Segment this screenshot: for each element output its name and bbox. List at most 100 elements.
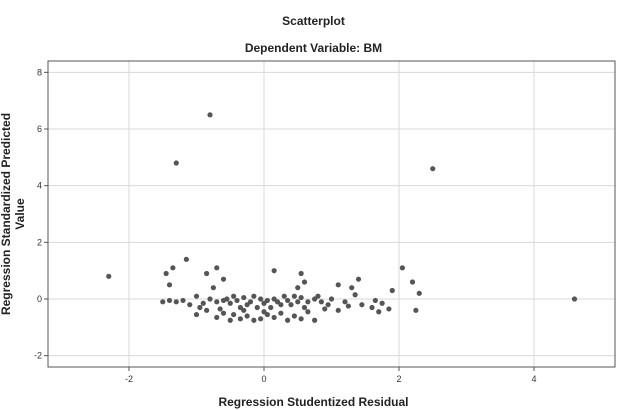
- data-point: [355, 276, 362, 282]
- data-point: [301, 304, 308, 311]
- data-point: [430, 166, 436, 172]
- data-point: [298, 270, 304, 277]
- data-point: [409, 279, 416, 285]
- chart-subtitle: Dependent Variable: BM: [244, 41, 383, 55]
- data-point: [376, 309, 382, 315]
- data-point: [258, 316, 264, 322]
- data-point: [335, 282, 341, 288]
- axis-ticks: -2 0 2 4 -2 0 2 4 6 8: [34, 67, 537, 384]
- data-point: [285, 297, 291, 304]
- x-tick-label: -2: [125, 374, 133, 384]
- data-point: [214, 299, 220, 305]
- data-point: [278, 310, 284, 316]
- data-point: [349, 285, 355, 291]
- data-point: [315, 293, 321, 299]
- data-point: [298, 294, 304, 301]
- data-point: [295, 285, 301, 291]
- data-point: [352, 292, 358, 298]
- y-tick-label: 6: [37, 124, 42, 134]
- data-point: [278, 302, 284, 308]
- data-point: [322, 306, 328, 312]
- y-tick-label: 0: [37, 294, 42, 304]
- x-tick-label: 4: [531, 374, 536, 384]
- data-point: [288, 302, 294, 308]
- data-point: [254, 304, 260, 311]
- data-point: [227, 300, 233, 306]
- data-point: [301, 279, 308, 285]
- data-point: [342, 299, 348, 305]
- data-point: [160, 299, 166, 305]
- data-point: [197, 304, 203, 311]
- data-point: [220, 310, 227, 316]
- data-point: [345, 303, 351, 309]
- data-point: [264, 297, 270, 304]
- data-point: [173, 160, 179, 166]
- data-point: [214, 265, 220, 271]
- data-point: [328, 296, 335, 302]
- data-point: [207, 296, 213, 302]
- data-point: [237, 316, 243, 322]
- data-point: [305, 299, 311, 305]
- data-point: [231, 293, 237, 299]
- data-point: [335, 307, 341, 313]
- data-point: [200, 300, 206, 306]
- data-point: [369, 304, 375, 311]
- data-points: [106, 112, 578, 323]
- data-point: [312, 317, 318, 323]
- data-point: [571, 296, 578, 302]
- data-point: [305, 309, 311, 315]
- data-point: [291, 313, 297, 319]
- data-point: [187, 302, 193, 308]
- data-point: [379, 300, 385, 306]
- data-point: [318, 299, 324, 305]
- plot-frame: [47, 60, 616, 368]
- data-point: [166, 297, 173, 304]
- data-point: [210, 285, 216, 291]
- y-tick-label: 4: [37, 181, 42, 191]
- data-point: [183, 256, 189, 262]
- data-point: [359, 302, 365, 308]
- x-axis-label: Regression Studentized Residual: [218, 395, 409, 409]
- data-point: [416, 290, 422, 296]
- y-tick-label: 8: [37, 67, 42, 77]
- x-tick-label: 2: [396, 374, 401, 384]
- data-point: [285, 317, 291, 323]
- data-point: [399, 265, 405, 271]
- data-point: [247, 299, 254, 305]
- chart-title: Scatterplot: [282, 14, 345, 28]
- data-point: [386, 306, 392, 312]
- data-point: [231, 311, 237, 318]
- data-point: [193, 293, 200, 299]
- data-point: [298, 316, 304, 322]
- data-point: [372, 297, 378, 304]
- data-point: [214, 314, 220, 321]
- y-tick-label: -2: [34, 351, 42, 361]
- data-point: [227, 317, 233, 323]
- data-point: [325, 302, 331, 308]
- data-point: [207, 112, 213, 118]
- data-point: [271, 268, 277, 274]
- data-point: [166, 282, 173, 288]
- data-point: [204, 270, 210, 277]
- data-point: [234, 297, 240, 304]
- data-point: [217, 306, 223, 312]
- data-point: [258, 296, 264, 302]
- data-point: [224, 296, 230, 302]
- grid: [48, 61, 615, 367]
- data-point: [268, 304, 274, 311]
- data-point: [106, 273, 112, 279]
- data-point: [170, 265, 176, 271]
- data-point: [180, 297, 186, 304]
- data-point: [244, 313, 250, 319]
- data-point: [241, 294, 247, 301]
- x-tick-label: 0: [261, 374, 266, 384]
- data-point: [271, 314, 277, 321]
- y-tick-label: 2: [37, 237, 42, 247]
- data-point: [251, 317, 257, 323]
- data-point: [220, 276, 227, 282]
- data-point: [163, 270, 169, 277]
- data-point: [389, 287, 395, 294]
- data-point: [251, 293, 257, 299]
- data-point: [204, 307, 210, 313]
